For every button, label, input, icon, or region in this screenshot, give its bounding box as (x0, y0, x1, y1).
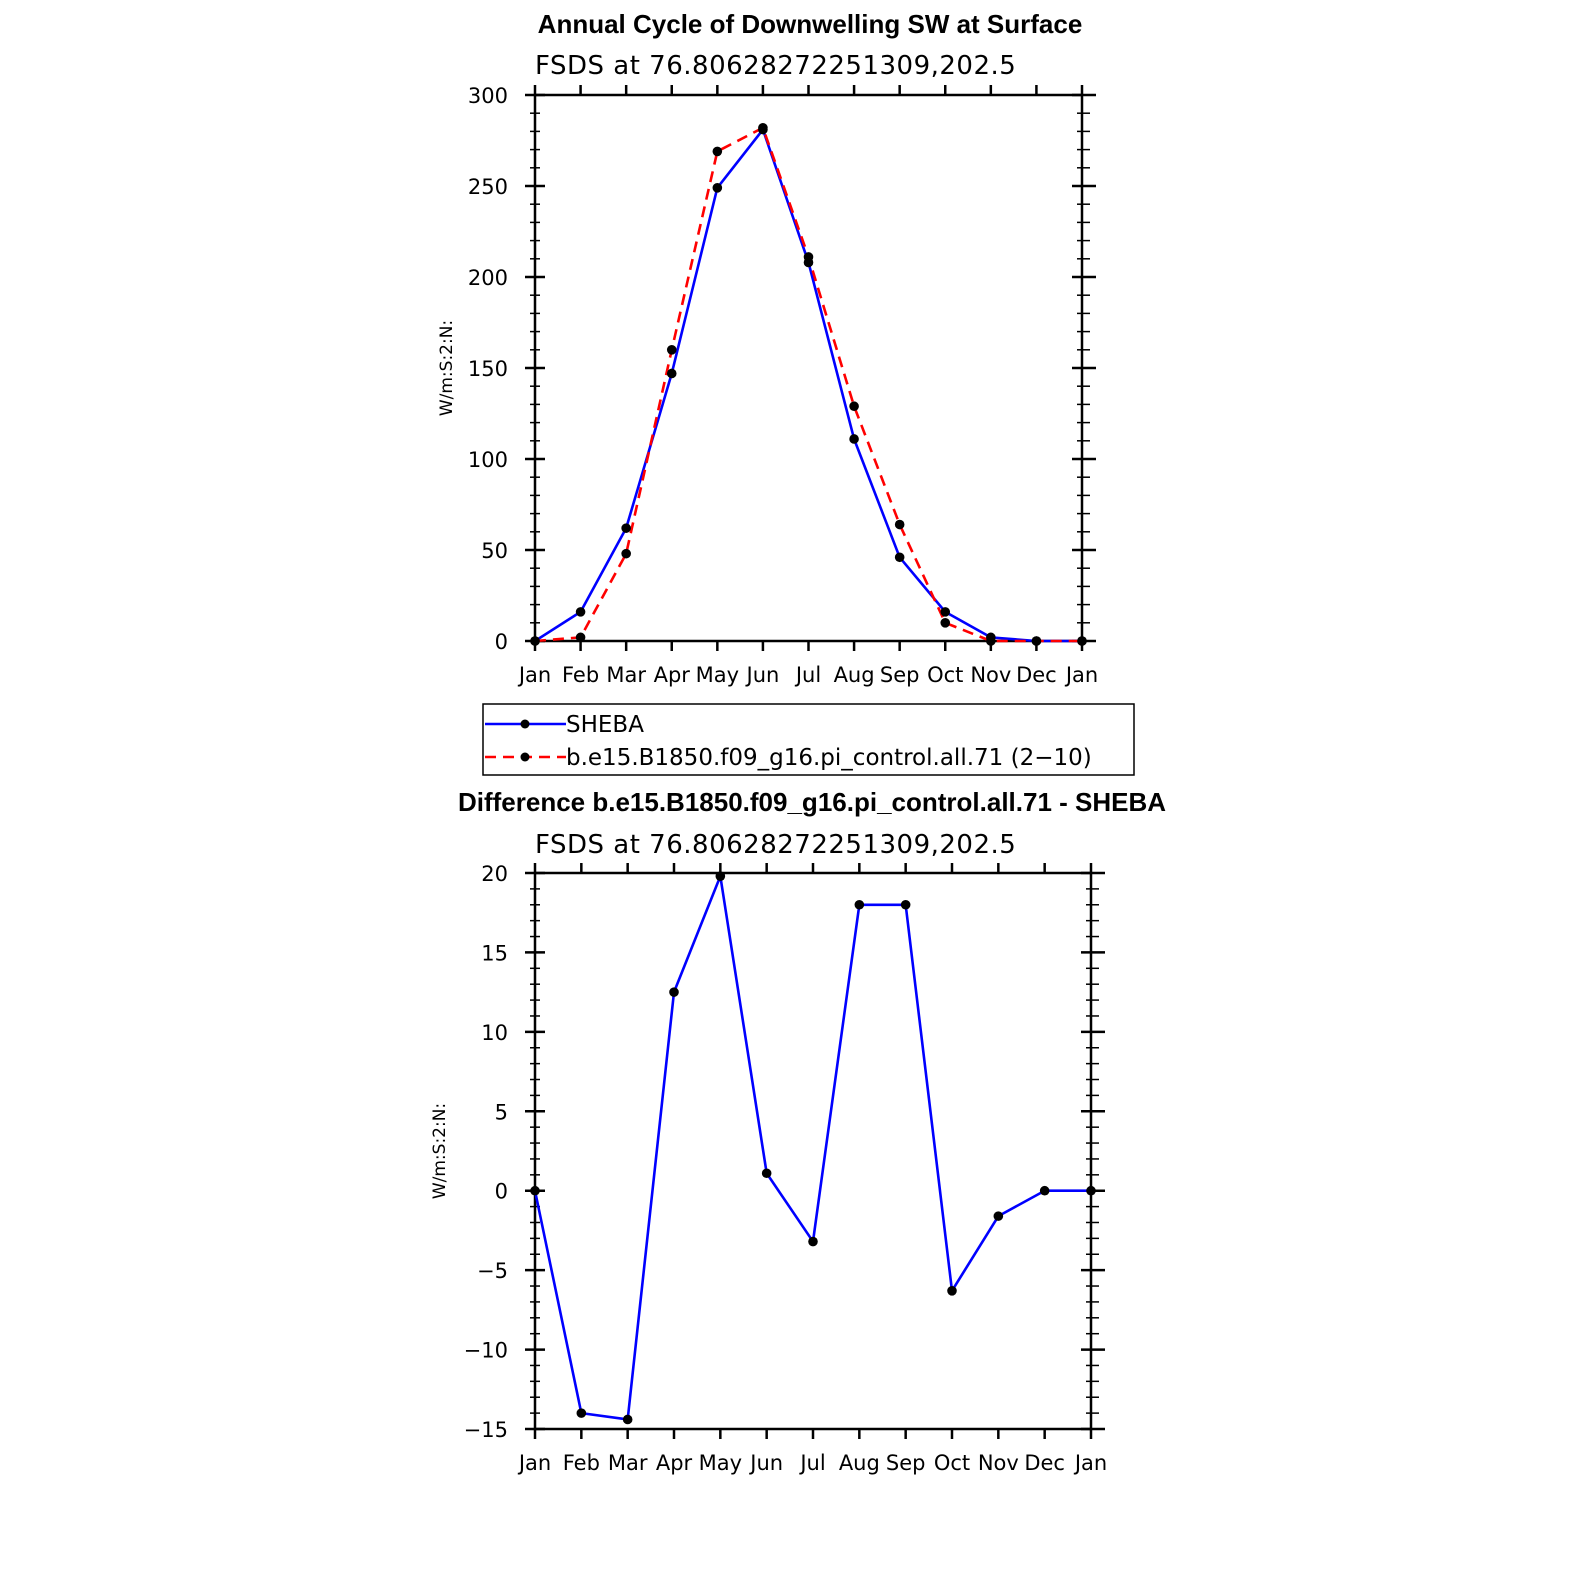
difference-chart: Difference b.e15.B1850.f09_g16.pi_contro… (430, 787, 1166, 1475)
chart1-series-1-point (666, 345, 677, 355)
chart2-title: Difference b.e15.B1850.f09_g16.pi_contro… (458, 787, 1166, 817)
chart1-xtick-label: Jan (1064, 663, 1098, 687)
chart1-xtick-label: Mar (606, 663, 646, 687)
legend-label-model: b.e15.B1850.f09_g16.pi_control.all.71 (2… (566, 745, 1092, 771)
chart1-xtick-label: Nov (970, 663, 1011, 687)
chart2-series-0-point (622, 1414, 633, 1425)
chart2-ylabel: W/m:S:2:N: (430, 1103, 450, 1199)
chart2-ytick-label: −5 (477, 1259, 508, 1283)
chart1-series-0-point (849, 434, 859, 444)
chart2-series-0-point (669, 987, 679, 997)
chart2-ytick-label: 20 (481, 862, 508, 886)
chart2-series-0-point (993, 1211, 1004, 1221)
chart1-xtick-label: Jan (517, 663, 551, 687)
chart2-xtick-label: Apr (656, 1451, 693, 1475)
chart1-xtick-label: Jul (794, 663, 821, 687)
legend-marker-sheba (520, 719, 530, 729)
chart1-series-1-point (849, 401, 859, 412)
chart1-ytick-label: 150 (468, 357, 508, 381)
chart2-xtick-label: Jun (748, 1451, 783, 1475)
chart1-series-0-point (894, 552, 905, 563)
chart1-xtick-label: Dec (1016, 663, 1057, 687)
chart1-axes: Jan Feb Mar Apr May Jun Jul Aug Sep Oct Nov Dec Jan 0… (468, 84, 1098, 687)
chart2-xtick-label: Oct (934, 1451, 970, 1475)
chart1-ytick-label: 100 (468, 448, 508, 472)
chart2-series-0-point (761, 1168, 772, 1179)
chart2-axes: Jan Feb Mar Apr May Jun Jul Aug Sep Oct Nov Dec Jan−… (464, 862, 1108, 1475)
chart2-series-0-point (530, 1185, 540, 1196)
chart2-xtick-label: Jan (1073, 1451, 1107, 1475)
chart2-ytick-label: 5 (495, 1100, 508, 1124)
chart2-series-0-point (808, 1236, 818, 1247)
chart1-frame (533, 93, 1084, 643)
chart1-series-1-point (530, 636, 540, 646)
legend-box (482, 703, 1135, 776)
chart2-ytick-label: −10 (464, 1339, 508, 1363)
chart2-ytick-label: 0 (495, 1180, 508, 1204)
chart1-series-line-1 (534, 126, 1082, 643)
chart1-xtick-label: Oct (927, 663, 963, 687)
legend: SHEBA b.e15.B1850.f09_g16.pi_control.all… (482, 703, 1135, 776)
chart1-series-1-point (986, 636, 996, 646)
chart1-xtick-label: Feb (562, 663, 599, 687)
chart1-xtick-label: Aug (834, 663, 875, 687)
chart1-series-1-point (712, 146, 723, 157)
chart2-xtick-label: Jan (517, 1451, 551, 1475)
chart1-xtick-label: Jun (745, 663, 780, 687)
chart2-series-0-point (900, 899, 911, 910)
chart1-ytick-label: 0 (495, 630, 508, 654)
chart2-series-0-point (854, 899, 865, 910)
chart1-xtick-label: May (696, 663, 739, 687)
chart2-ytick-label: 15 (481, 941, 508, 965)
chart2-subtitle: FSDS at 76.80628272251309,202.5 (535, 830, 1016, 860)
chart1-series-1-point (621, 548, 631, 559)
chart2-xtick-label: Mar (608, 1451, 648, 1475)
chart1-series-0-point (940, 607, 951, 617)
chart1-xtick-label: Apr (654, 663, 691, 687)
chart2-series-0-point (1039, 1185, 1050, 1196)
chart1-series (530, 122, 1087, 646)
chart1-ytick-label: 200 (468, 266, 508, 290)
chart2-series-0-point (947, 1285, 957, 1296)
chart1-series-1-point (894, 519, 905, 530)
chart1-ytick-label: 50 (481, 539, 508, 563)
chart1-series-0-point (666, 368, 677, 379)
chart1-title: Annual Cycle of Downwelling SW at Surfac… (538, 9, 1083, 39)
chart2-xtick-label: Sep (886, 1451, 926, 1475)
chart1-series-line-0 (534, 128, 1082, 643)
annual-cycle-chart: Annual Cycle of Downwelling SW at Surfac… (437, 9, 1098, 687)
chart2-ytick-label: 10 (481, 1021, 508, 1045)
chart2-series-0-point (715, 871, 726, 881)
chart1-series-1-point (803, 252, 814, 262)
chart1-series-1-point (758, 122, 768, 133)
chart1-xtick-label: Sep (880, 663, 920, 687)
chart2-series-0-point (1086, 1185, 1096, 1196)
chart1-series-1-point (1031, 636, 1042, 646)
chart2-xtick-label: Jul (798, 1451, 825, 1475)
chart2-series-0-point (576, 1408, 587, 1418)
chart1-ytick-label: 300 (468, 84, 508, 108)
chart1-series-0-point (575, 607, 586, 617)
chart2-xtick-label: Feb (563, 1451, 600, 1475)
chart2-xtick-label: Dec (1024, 1451, 1065, 1475)
chart1-subtitle: FSDS at 76.80628272251309,202.5 (535, 51, 1016, 81)
chart2-xtick-label: Nov (978, 1451, 1019, 1475)
chart2-series (530, 871, 1096, 1425)
chart2-xtick-label: May (699, 1451, 742, 1475)
chart1-series-0-point (621, 523, 631, 533)
chart1-series-0-point (712, 183, 723, 193)
chart2-frame (533, 871, 1093, 1431)
chart1-series-1-point (575, 632, 586, 643)
legend-label-sheba: SHEBA (566, 712, 644, 738)
chart2-xtick-label: Aug (839, 1451, 880, 1475)
chart1-series-1-point (940, 618, 951, 628)
chart1-ytick-label: 250 (468, 175, 508, 199)
legend-marker-model (520, 752, 530, 762)
chart1-ylabel: W/m:S:2:N: (437, 320, 457, 416)
chart1-series-1-point (1077, 636, 1087, 646)
chart2-ytick-label: −15 (464, 1418, 508, 1442)
chart2-series-line-0 (533, 874, 1091, 1421)
